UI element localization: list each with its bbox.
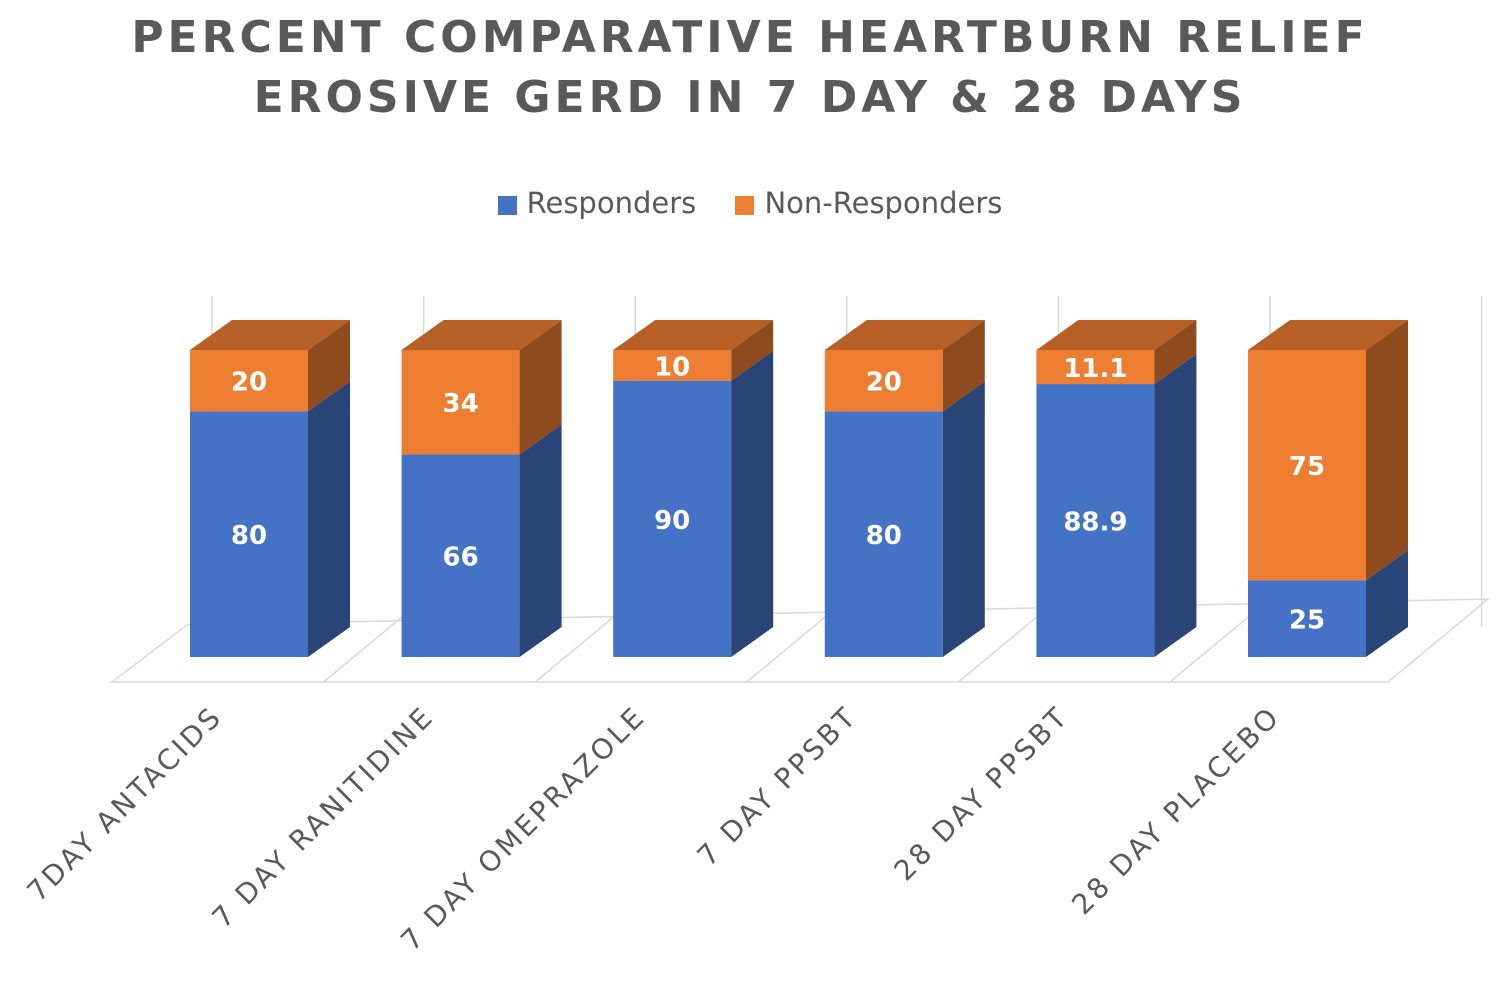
bar-top-non-responders xyxy=(1248,320,1408,350)
bar-front-non-responders xyxy=(1248,350,1366,581)
bar-side-responders xyxy=(1154,354,1197,657)
bar-top-non-responders xyxy=(824,320,985,350)
legend-item-non-responders: Non-Responders xyxy=(735,186,1002,220)
data-label: 10 xyxy=(654,352,690,382)
data-label: 25 xyxy=(1289,606,1325,636)
bar-front-responders xyxy=(1248,580,1366,657)
bar-front-responders xyxy=(1036,384,1155,657)
category-label: 7 DAY OMEPRAZOLE xyxy=(394,700,652,958)
data-label: 11.1 xyxy=(1063,354,1127,384)
legend-label-responders: Responders xyxy=(526,186,697,220)
bar-side-non-responders xyxy=(942,320,985,412)
bar-front-non-responders xyxy=(401,350,520,455)
category-label: 7DAY ANTACIDS xyxy=(21,700,229,908)
bar-front-responders xyxy=(613,380,732,657)
chart-title: PERCENT COMPARATIVE HEARTBURN RELIEF ERO… xyxy=(0,8,1500,128)
bar-top-non-responders xyxy=(1036,320,1197,350)
bar-front-non-responders xyxy=(613,350,732,381)
bar-front-non-responders xyxy=(190,350,308,412)
bar-side-responders xyxy=(942,381,985,657)
data-label: 66 xyxy=(443,543,479,573)
legend-label-non-responders: Non-Responders xyxy=(764,186,1003,220)
data-label: 90 xyxy=(654,506,690,536)
category-label: 28 DAY PLACEBO xyxy=(1065,700,1287,922)
bar-side-non-responders xyxy=(1154,320,1197,385)
chart-title-line-1: PERCENT COMPARATIVE HEARTBURN RELIEF xyxy=(131,12,1369,63)
data-label: 75 xyxy=(1289,452,1325,482)
data-label: 80 xyxy=(866,521,902,551)
bar-side-responders xyxy=(308,381,350,657)
category-label: 28 DAY PPSBT xyxy=(888,700,1076,888)
bar-front-responders xyxy=(190,411,308,657)
bar-side-responders xyxy=(731,350,774,657)
category-label: 7 DAY PPSBT xyxy=(691,700,864,873)
bar-side-non-responders xyxy=(519,320,562,455)
data-label: 80 xyxy=(231,521,267,551)
legend-item-responders: Responders xyxy=(497,186,697,220)
bar-side-non-responders xyxy=(1366,320,1408,581)
category-label: 7 DAY RANITIDINE xyxy=(206,700,441,935)
bar-side-non-responders xyxy=(731,320,774,381)
legend-swatch-non-responders xyxy=(735,195,755,215)
bar-side-responders xyxy=(519,424,562,657)
data-label: 20 xyxy=(866,368,902,398)
data-label: 34 xyxy=(443,389,479,419)
bar-front-non-responders xyxy=(1036,350,1155,385)
legend: Responders Non-Responders xyxy=(0,184,1500,220)
bar-top-non-responders xyxy=(613,320,774,350)
chart-title-line-2: EROSIVE GERD IN 7 DAY & 28 DAYS xyxy=(253,72,1247,123)
bar-top-non-responders xyxy=(401,320,562,350)
data-label: 20 xyxy=(231,368,267,398)
bar-front-non-responders xyxy=(824,350,943,412)
bar-top-non-responders xyxy=(190,320,350,350)
data-label: 88.9 xyxy=(1063,508,1127,538)
bar-front-responders xyxy=(401,454,520,657)
bar-side-non-responders xyxy=(308,320,350,412)
legend-swatch-responders xyxy=(497,195,517,215)
bar-side-responders xyxy=(1366,550,1408,657)
bar-front-responders xyxy=(824,411,943,657)
floor xyxy=(109,598,1491,683)
